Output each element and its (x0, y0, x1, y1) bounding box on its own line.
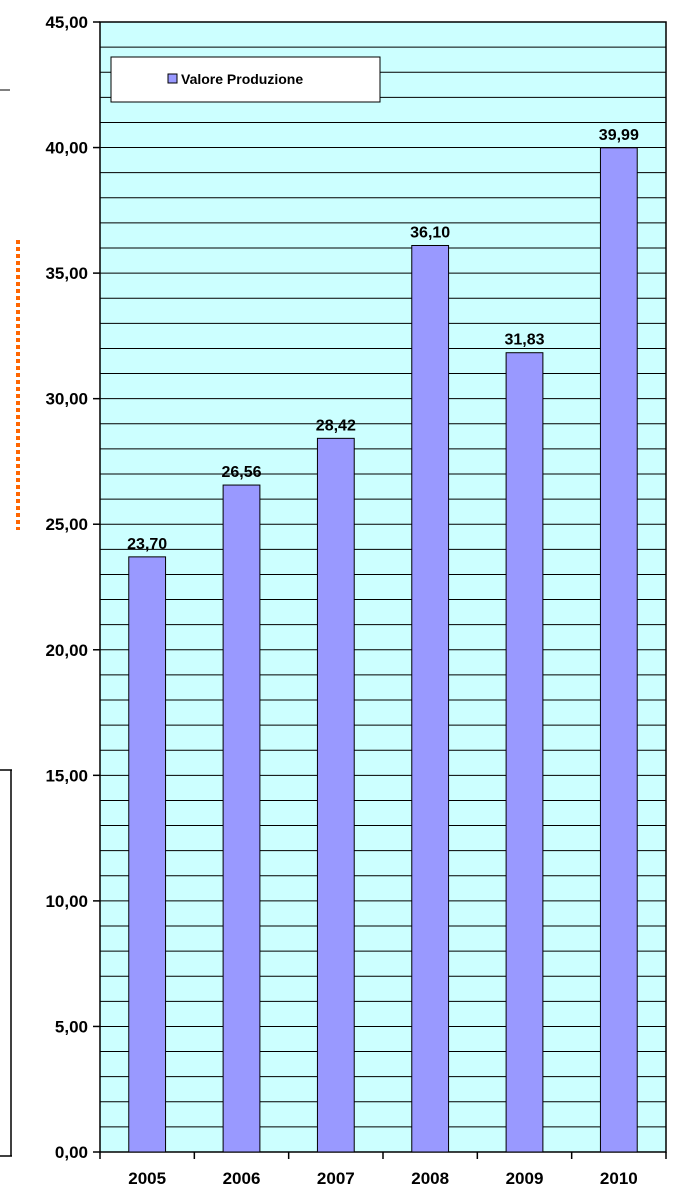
bar (599, 147, 638, 1153)
bar-value-label: 31,83 (504, 332, 544, 349)
plot-background (100, 22, 666, 1152)
bar-value-label: 26,56 (221, 464, 261, 481)
y-tick-label: 0,00 (55, 1143, 88, 1162)
y-tick-label: 25,00 (45, 515, 88, 534)
x-tick-label: 2006 (223, 1169, 261, 1188)
x-tick-label: 2007 (317, 1169, 355, 1188)
y-axis: 0,00 5,00 10,00 15,00 20,00 25,00 30,00 35,00 40… (45, 13, 100, 1162)
x-axis: 2005 2006 2007 2008 2009 2010 (99, 1152, 667, 1188)
x-tick-label: 2008 (411, 1169, 449, 1188)
bar-value-label: 23,70 (127, 536, 167, 553)
bar (128, 556, 167, 1153)
bar-series-valore-produzione (128, 147, 638, 1153)
x-tick-label: 2005 (128, 1169, 166, 1188)
bar (316, 437, 355, 1153)
y-tick-label: 35,00 (45, 264, 88, 283)
y-tick-label: 15,00 (45, 766, 88, 785)
plot-area (99, 21, 667, 1153)
y-tick-label: 30,00 (45, 390, 88, 409)
bar (411, 244, 450, 1153)
legend: Valore Produzione (110, 56, 381, 103)
legend-box (110, 56, 381, 103)
bar-value-label: 28,42 (316, 417, 356, 434)
y-tick-label: 5,00 (55, 1017, 88, 1036)
bar (505, 352, 544, 1153)
x-tick-label: 2009 (506, 1169, 544, 1188)
y-tick-label: 45,00 (45, 13, 88, 32)
data-labels: 23,70 26,56 28,42 36,10 31,83 39,99 (127, 127, 639, 553)
y-tick-label: 40,00 (45, 139, 88, 158)
bar-value-label: 36,10 (410, 224, 450, 241)
bar (222, 484, 261, 1153)
bar-value-label: 39,99 (599, 127, 639, 144)
x-tick-label: 2010 (600, 1169, 638, 1188)
y-tick-label: 10,00 (45, 892, 88, 911)
y-tick-label: 20,00 (45, 641, 88, 660)
legend-swatch (167, 73, 178, 84)
legend-label: Valore Produzione (181, 71, 303, 87)
